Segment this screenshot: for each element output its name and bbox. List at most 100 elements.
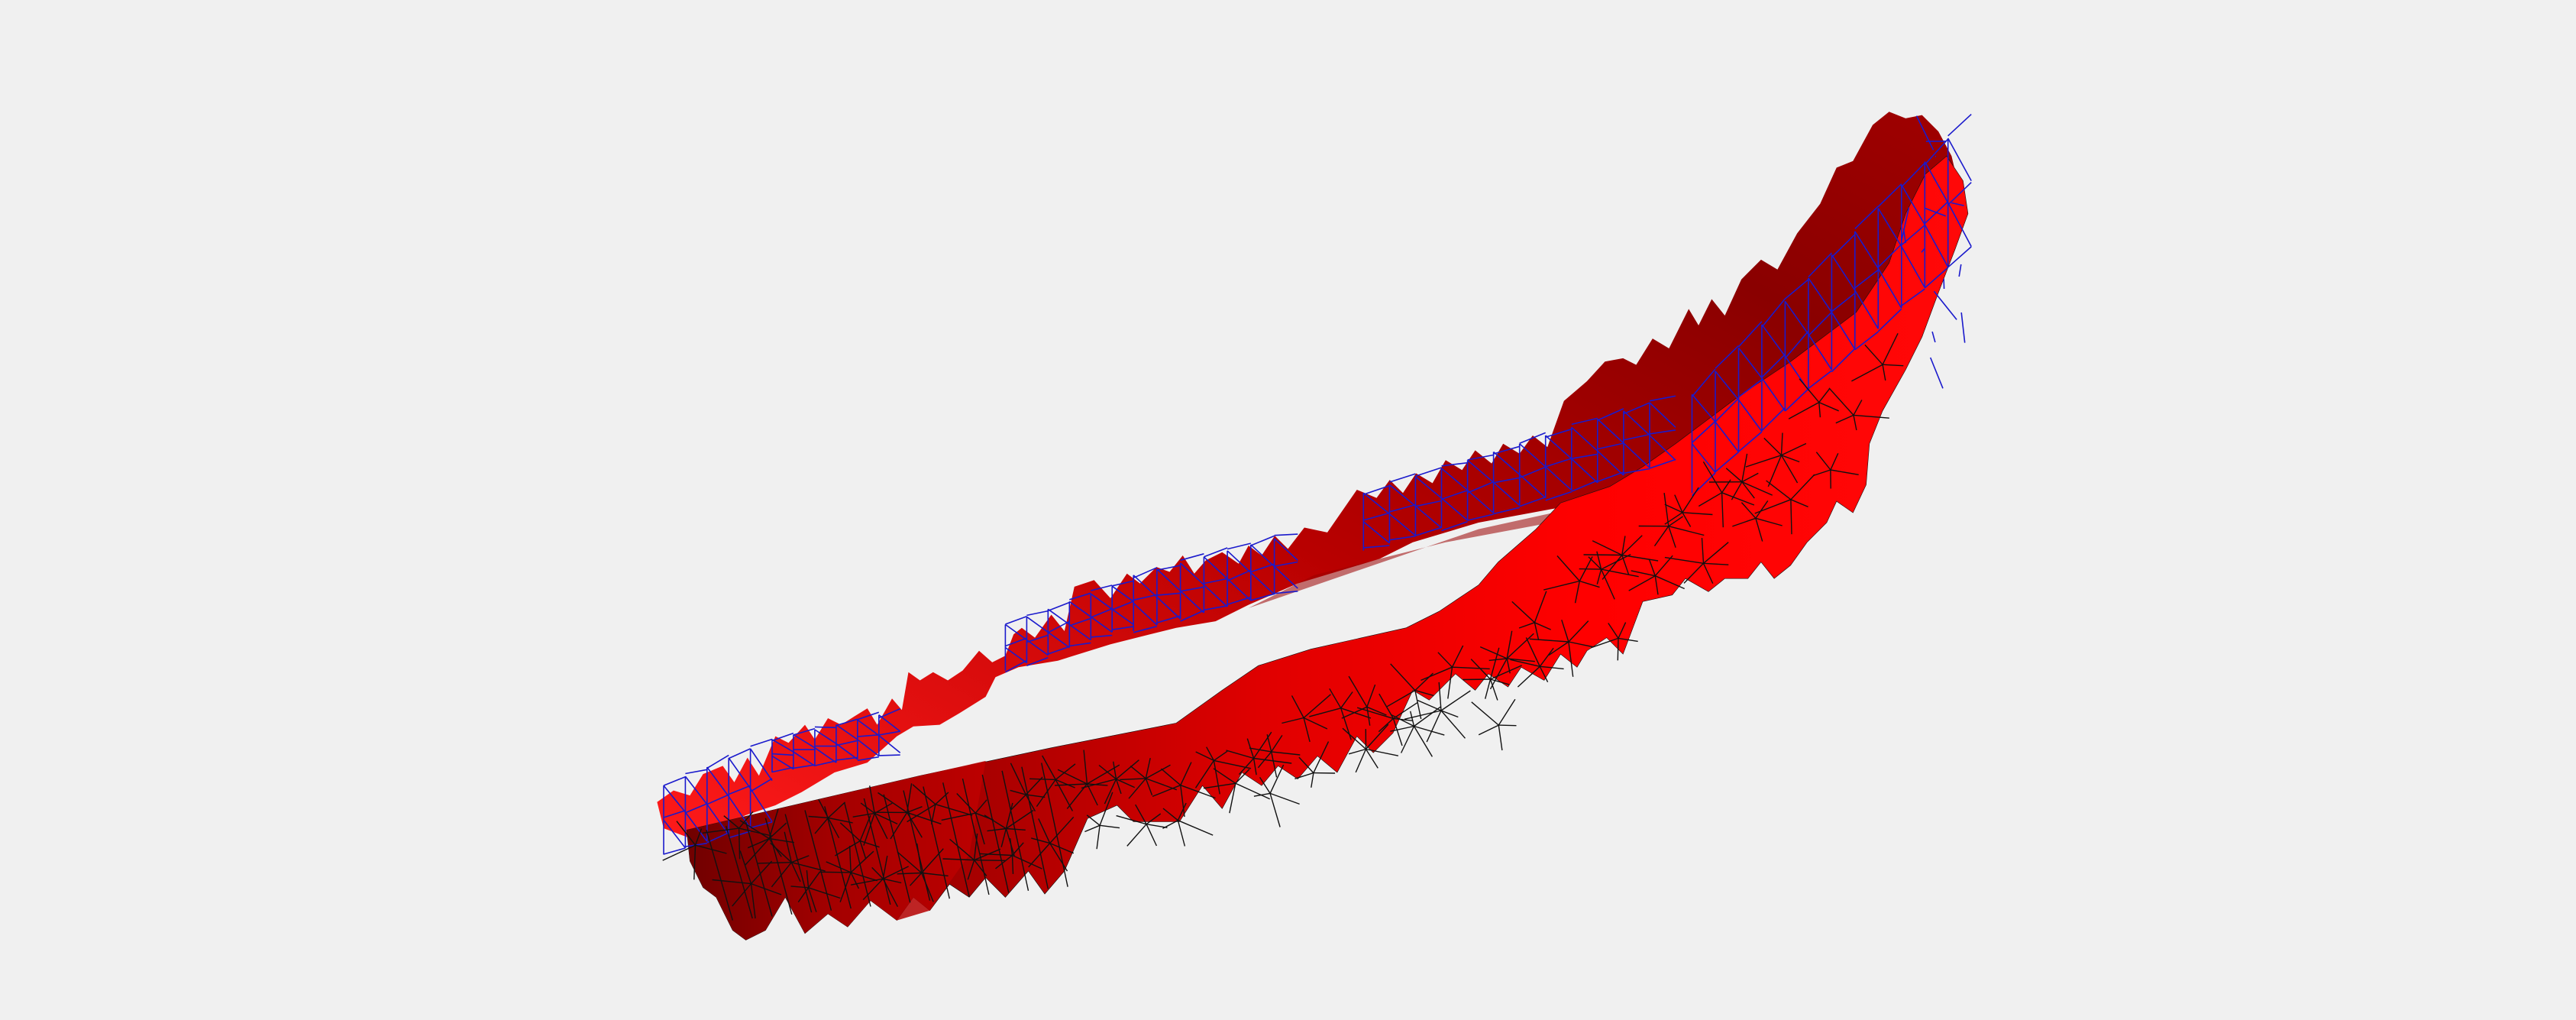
black-edge (1668, 526, 1705, 536)
black-edge (1162, 808, 1178, 821)
blue-edge (1924, 267, 1949, 289)
blue-edge (1545, 428, 1572, 438)
black-edge (1682, 487, 1699, 513)
black-edge (827, 801, 845, 818)
blue-edge (1761, 324, 1786, 357)
black-edge (1655, 575, 1685, 590)
blue-edge (1363, 545, 1390, 549)
black-edge (1269, 792, 1300, 805)
blue-edge (1004, 623, 1027, 641)
black-edge (1252, 758, 1257, 776)
blue-edge (1091, 634, 1113, 638)
black-edge (1682, 512, 1692, 527)
black-edge (1000, 828, 1007, 847)
black-edge (1818, 388, 1830, 403)
black-edge (1818, 402, 1821, 418)
blue-edge (1545, 458, 1572, 468)
blue-edge (1133, 602, 1158, 626)
black-edge (1490, 665, 1522, 680)
black-edge (1815, 452, 1831, 471)
blue-edge (1414, 505, 1443, 529)
blue-edge (1389, 535, 1416, 541)
black-edge (1194, 760, 1214, 788)
black-edge (1309, 708, 1341, 717)
black-edge (1311, 772, 1314, 788)
black-edge (1087, 783, 1108, 786)
blue-edge (1180, 590, 1204, 614)
black-edge (1010, 789, 1026, 795)
black-edge (1066, 783, 1088, 809)
black-edge (1162, 820, 1178, 830)
black-edge (1177, 802, 1187, 821)
black-edge (874, 813, 888, 840)
black-edge (790, 862, 801, 882)
blue-edge (1924, 224, 1949, 267)
blue-edge (1133, 567, 1158, 579)
black-edge (1601, 568, 1639, 578)
blue-edge (1877, 308, 1902, 332)
black-edge (1698, 492, 1722, 507)
black-edge (1282, 717, 1304, 724)
blue-edge (1854, 331, 1879, 351)
black-edge (819, 871, 852, 873)
black-edge (1812, 469, 1831, 477)
black-edge (1621, 536, 1626, 555)
black-edge (1160, 768, 1181, 786)
black-edge (1180, 762, 1192, 785)
blue-edge (1026, 639, 1049, 656)
blue-edge (1715, 345, 1740, 369)
black-edge (814, 817, 829, 834)
black-edge (1128, 778, 1146, 799)
black-edge (1390, 714, 1414, 727)
black-edge (1592, 540, 1623, 556)
blue-edge (684, 811, 708, 842)
black-edge (1392, 718, 1403, 746)
black-edge (1703, 542, 1729, 564)
black-edge (1081, 779, 1117, 789)
black-edge (1618, 637, 1638, 643)
black-edge (1135, 804, 1147, 825)
black-edge (1741, 481, 1755, 499)
black-edge (921, 848, 944, 873)
blue-edge (1440, 497, 1469, 521)
black-edge (1303, 717, 1311, 743)
blue-edge (1691, 420, 1716, 443)
black-edge (1517, 665, 1540, 688)
blue-edge (1691, 393, 1716, 423)
black-edge (1518, 622, 1535, 629)
blue-edge (663, 819, 687, 849)
blue-edge (1715, 397, 1740, 423)
blue-edge (1854, 269, 1879, 289)
blue-edge (706, 794, 729, 805)
blue-edge (1808, 370, 1832, 390)
black-edge (1732, 517, 1757, 527)
black-edge (1731, 481, 1743, 500)
blue-edge (1250, 535, 1275, 546)
black-edge (1451, 645, 1464, 668)
blue-edge (1091, 584, 1113, 591)
blue-edge (1519, 466, 1547, 478)
black-edge (835, 840, 861, 856)
black-edge (784, 831, 792, 863)
blue-edge (1831, 348, 1856, 373)
black-edge (1835, 414, 1854, 424)
blue-edge (1571, 426, 1598, 452)
black-edge (1440, 710, 1466, 739)
black-edge (1588, 556, 1602, 570)
blue-edge (1156, 615, 1181, 623)
black-edge (1099, 792, 1113, 826)
black-edge (1348, 675, 1368, 708)
black-edge (808, 815, 829, 819)
black-edge (995, 854, 1013, 869)
black-edge (662, 844, 696, 861)
black-edge (1414, 690, 1422, 720)
black-edge (1235, 782, 1270, 800)
black-edge (1682, 512, 1713, 516)
black-edge (1780, 455, 1799, 484)
black-edge (1126, 824, 1147, 847)
blue-edge (771, 766, 794, 773)
black-edge (923, 786, 950, 899)
black-edge (1510, 659, 1540, 667)
blue-edge (1831, 312, 1856, 350)
